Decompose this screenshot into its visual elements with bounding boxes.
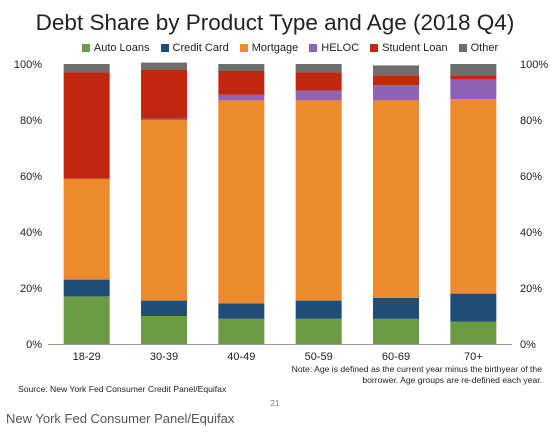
bar-segment-mortgage bbox=[63, 178, 110, 280]
legend-label: Other bbox=[470, 42, 499, 54]
legend-swatch bbox=[239, 44, 248, 52]
x-tick-label: 70+ bbox=[464, 351, 483, 363]
x-tick-label: 18-29 bbox=[73, 351, 101, 363]
bar-segment-credit-card bbox=[141, 300, 187, 316]
bar-segment-student-loan bbox=[63, 72, 110, 179]
bar-segment-other bbox=[295, 64, 342, 73]
note-line-2: borrower. Age groups are re-defined each… bbox=[362, 375, 542, 385]
x-tick-label: 40-49 bbox=[227, 351, 255, 363]
bar-segment-student-loan bbox=[450, 75, 497, 80]
legend-label: Auto Loans bbox=[93, 42, 150, 54]
bar-segment-credit-card bbox=[63, 279, 110, 297]
slide: Debt Share by Product Type and Age (2018… bbox=[13, 10, 549, 408]
y-tick-label-right: 20% bbox=[520, 283, 542, 295]
legend-item: Other bbox=[458, 42, 499, 54]
y-tick-label-right: 0% bbox=[520, 339, 536, 351]
y-tick-label-left: 20% bbox=[20, 283, 42, 295]
bar-segment-credit-card bbox=[295, 300, 342, 319]
bar-segment-heloc bbox=[218, 94, 265, 101]
y-tick-label-left: 0% bbox=[26, 339, 42, 351]
legend-label: Mortgage bbox=[251, 42, 299, 54]
legend-label: Student Loan bbox=[382, 42, 448, 54]
bar-segment-auto-loans bbox=[295, 318, 342, 344]
chart-legend: Auto Loans Credit Card Mortgage HELOC Studen… bbox=[60, 42, 520, 54]
bar-segment-other bbox=[450, 64, 497, 76]
legend-item: Student Loan bbox=[370, 42, 448, 54]
bar-segment-mortgage bbox=[218, 100, 265, 304]
bar-segment-credit-card bbox=[218, 303, 265, 319]
y-tick-label-left: 40% bbox=[20, 227, 42, 239]
y-tick-label-right: 100% bbox=[520, 59, 548, 71]
legend-label: HELOC bbox=[321, 42, 360, 54]
y-tick-label-left: 60% bbox=[20, 171, 42, 183]
bar-segment-mortgage bbox=[295, 100, 342, 301]
legend-item: HELOC bbox=[309, 42, 359, 54]
bar-segment-student-loan bbox=[141, 69, 187, 119]
legend-label: Credit Card bbox=[172, 42, 229, 54]
legend-item: Credit Card bbox=[160, 42, 229, 54]
bar-segment-student-loan bbox=[295, 72, 342, 91]
bar-segment-auto-loans bbox=[141, 316, 187, 344]
stacked-bar-chart: 0% 0% 20% 20% 40% 40% 60% 60% 80% 80% 100% 100% 18-2… bbox=[14, 59, 548, 363]
bar-segment-heloc bbox=[141, 118, 187, 120]
y-tick-label-right: 80% bbox=[520, 115, 542, 127]
legend-swatch bbox=[81, 44, 90, 52]
bar-segment-mortgage bbox=[141, 120, 187, 301]
x-tick-label: 30-39 bbox=[150, 351, 178, 363]
bar-segment-heloc bbox=[450, 79, 497, 99]
source-text: Source: New York Fed Consumer Credit Pan… bbox=[18, 384, 227, 394]
bar-segment-auto-loans bbox=[450, 321, 497, 344]
bar-segment-other bbox=[141, 62, 187, 70]
legend-swatch bbox=[370, 44, 379, 52]
bar-segment-auto-loans bbox=[373, 318, 419, 344]
legend-swatch bbox=[309, 44, 318, 52]
bar-segment-heloc bbox=[373, 85, 419, 101]
y-tick-label-left: 80% bbox=[20, 115, 42, 127]
y-tick-label-right: 40% bbox=[520, 227, 542, 239]
bar-segment-auto-loans bbox=[218, 318, 265, 344]
image-caption: New York Fed Consumer Panel/Equifax bbox=[6, 411, 235, 426]
bar-segment-other bbox=[218, 64, 265, 71]
bar-segment-student-loan bbox=[218, 71, 265, 95]
legend-item: Mortgage bbox=[239, 42, 299, 54]
bar-segment-mortgage bbox=[373, 100, 419, 298]
chart-note: Note: Age is defined as the current year… bbox=[290, 364, 542, 386]
bar-segment-heloc bbox=[295, 90, 342, 101]
legend-item: Auto Loans bbox=[81, 42, 150, 54]
legend-swatch bbox=[160, 44, 169, 52]
note-line-1: Note: Age is defined as the current year… bbox=[291, 364, 542, 374]
bar-segment-mortgage bbox=[450, 99, 497, 294]
bar-segment-credit-card bbox=[373, 297, 419, 319]
y-tick-label-right: 60% bbox=[520, 171, 542, 183]
legend-swatch bbox=[458, 44, 467, 52]
bar-segment-other bbox=[373, 65, 419, 76]
x-tick-label: 50-59 bbox=[305, 351, 333, 363]
page-number: 21 bbox=[270, 399, 280, 408]
x-tick-label: 60-69 bbox=[382, 351, 410, 363]
bar-segment-credit-card bbox=[450, 293, 497, 322]
bar-segment-auto-loans bbox=[63, 296, 110, 344]
bar-segment-student-loan bbox=[373, 75, 419, 85]
bar-segment-other bbox=[63, 64, 110, 73]
chart-title: Debt Share by Product Type and Age (2018… bbox=[35, 10, 515, 35]
y-tick-label-left: 100% bbox=[14, 59, 42, 71]
